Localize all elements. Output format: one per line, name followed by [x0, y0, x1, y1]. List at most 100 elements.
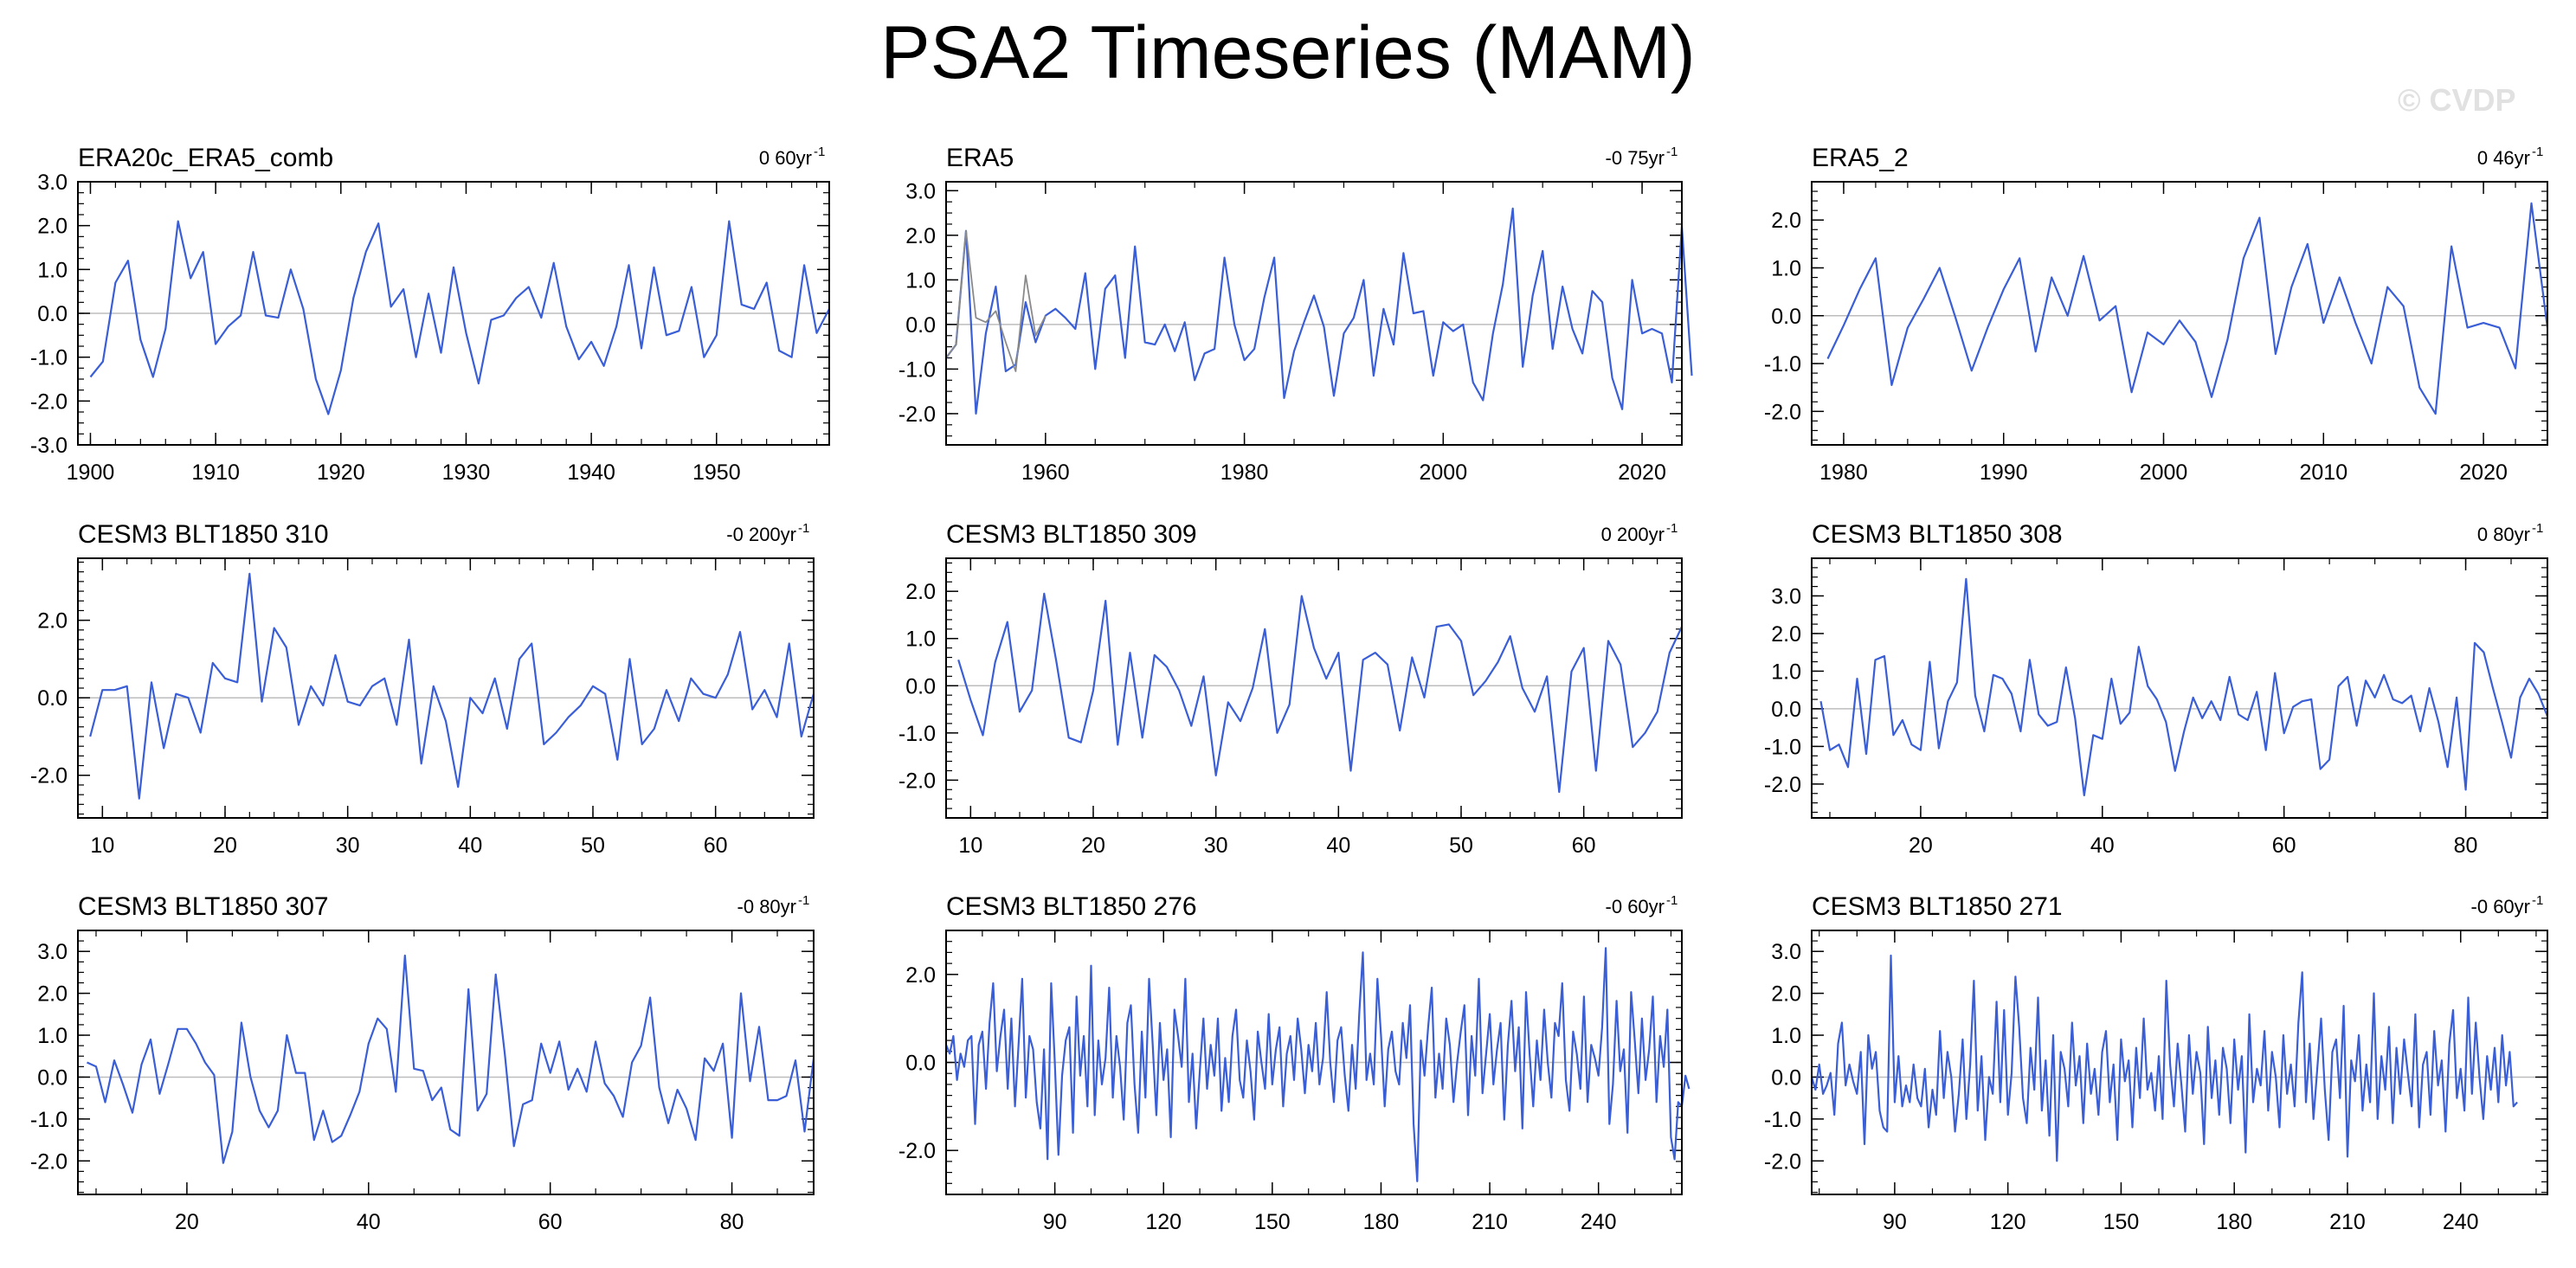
series-line	[945, 207, 1693, 415]
y-tick-label: 2.0	[905, 963, 936, 988]
panel-3: 1980 1990 2000 2010 2020 -2.0 -1.0 0.0 1.0 2.0 ERA…	[1764, 144, 2549, 485]
series-line	[87, 954, 815, 1164]
trend-label: 0 80yr	[2477, 524, 2530, 545]
x-tick-label: 50	[581, 834, 605, 858]
trend-label: -0 60yr	[2471, 896, 2530, 917]
x-tick-label: 2000	[2140, 460, 2188, 485]
x-tick-label: 10	[958, 834, 982, 858]
series-line	[89, 572, 815, 800]
trend-label: -0 200yr	[726, 524, 796, 545]
x-tick-label: 80	[2454, 834, 2478, 858]
y-tick-label: 2.0	[905, 224, 936, 248]
trend-unit-superscript: -1	[814, 145, 825, 159]
x-tick-label: 20	[175, 1210, 199, 1234]
panel-8: 90 120 150 180 210 240 -2.0 0.0 2.0 CESM3 BLT1850…	[898, 892, 1690, 1234]
series-line	[89, 220, 830, 415]
y-tick-label: -3.0	[30, 434, 68, 458]
x-tick-label: 240	[1581, 1210, 1617, 1234]
trend-label: -0 80yr	[737, 896, 796, 917]
panel-6: 20 40 60 80 -2.0 -1.0 0.0 1.0 2.0 3.0 CESM3 BLT185…	[1764, 520, 2549, 858]
y-tick-label: 3.0	[905, 179, 936, 203]
x-tick-label: 1980	[1819, 460, 1868, 485]
trend-label: -0 75yr	[1606, 147, 1665, 169]
y-tick-label: 0.0	[37, 302, 68, 326]
panel-title: ERA20c_ERA5_comb	[78, 144, 333, 172]
watermark: © CVDP	[2398, 82, 2516, 118]
y-tick-label: -2.0	[1764, 773, 1801, 797]
y-tick-label: -2.0	[30, 389, 68, 414]
x-tick-label: 2010	[2299, 460, 2347, 485]
plot-frame	[77, 557, 815, 819]
x-tick-label: 150	[1254, 1210, 1291, 1234]
trend-label: 0 46yr	[2477, 147, 2530, 169]
x-tick-label: 120	[1145, 1210, 1182, 1234]
trend-unit-superscript: -1	[798, 893, 809, 908]
x-tick-label: 180	[1363, 1210, 1400, 1234]
x-tick-label: 240	[2443, 1210, 2479, 1234]
y-tick-label: 0.0	[905, 674, 936, 698]
x-tick-label: 90	[1883, 1210, 1907, 1234]
x-tick-label: 20	[1909, 834, 1933, 858]
trend-unit-superscript: -1	[2532, 521, 2543, 536]
x-tick-label: 10	[90, 834, 114, 858]
y-tick-label: -1.0	[30, 1108, 68, 1132]
x-tick-label: 30	[336, 834, 360, 858]
x-tick-label: 180	[2216, 1210, 2252, 1234]
y-tick-label: -2.0	[30, 764, 68, 788]
plot-frame	[1811, 181, 2548, 446]
panel-title: CESM3 BLT1850 309	[946, 520, 1197, 549]
y-tick-label: 0.0	[1771, 698, 1801, 722]
x-tick-label: 80	[720, 1210, 744, 1234]
panel-title: ERA5	[946, 144, 1014, 172]
x-tick-label: 40	[2090, 834, 2115, 858]
trend-label: 0 60yr	[759, 147, 812, 169]
y-tick-label: -2.0	[30, 1149, 68, 1174]
y-tick-label: 1.0	[37, 258, 68, 282]
trend-unit-superscript: -1	[1666, 145, 1678, 159]
y-tick-label: 2.0	[1771, 622, 1801, 647]
overlay-series-line	[945, 229, 1046, 372]
trend-label: 0 200yr	[1601, 524, 1665, 545]
trend-unit-superscript: -1	[2532, 893, 2543, 908]
y-tick-label: 0.0	[905, 1052, 936, 1076]
main-title: PSA2 Timeseries (MAM)	[880, 11, 1696, 94]
y-tick-label: 2.0	[37, 982, 68, 1007]
y-tick-label: 3.0	[37, 171, 68, 195]
x-tick-label: 90	[1043, 1210, 1067, 1234]
y-tick-label: 0.0	[37, 686, 68, 711]
y-tick-label: 1.0	[1771, 256, 1801, 280]
trend-unit-superscript: -1	[1666, 521, 1678, 536]
series-line	[1826, 202, 2549, 415]
x-tick-label: 30	[1204, 834, 1228, 858]
trend-unit-superscript: -1	[1666, 893, 1678, 908]
y-tick-label: -1.0	[1764, 352, 1801, 377]
x-tick-label: 210	[2329, 1210, 2366, 1234]
x-tick-label: 1980	[1220, 460, 1269, 485]
x-tick-label: 20	[213, 834, 237, 858]
x-tick-label: 1960	[1021, 460, 1070, 485]
x-tick-label: 1990	[1980, 460, 2028, 485]
series-line	[944, 947, 1690, 1182]
y-tick-label: -1.0	[898, 722, 936, 746]
x-tick-label: 1940	[567, 460, 615, 485]
trend-unit-superscript: -1	[798, 521, 809, 536]
x-tick-label: 2000	[1420, 460, 1468, 485]
panel-5: 10 20 30 40 50 60 -2.0 -1.0 0.0 1.0 2.0 CESM3 BLT18…	[898, 520, 1683, 858]
y-tick-label: 0.0	[1771, 1065, 1801, 1090]
panel-9: 90 120 150 180 210 240 -2.0 -1.0 0.0 1.0 2.0 3.0 CES…	[1764, 892, 2548, 1234]
panel-2: 1960 1980 2000 2020 -2.0 -1.0 0.0 1.0 2.0 3.0 ERA5…	[898, 144, 1693, 485]
y-tick-label: 0.0	[37, 1065, 68, 1090]
x-tick-label: 1950	[692, 460, 741, 485]
x-tick-label: 60	[1572, 834, 1596, 858]
x-tick-label: 1910	[191, 460, 240, 485]
panel-title: ERA5_2	[1812, 144, 1909, 172]
trend-unit-superscript: -1	[2532, 145, 2543, 159]
panel-title: CESM3 BLT1850 271	[1812, 892, 2063, 921]
plot-frame	[1811, 557, 2548, 819]
panel-title: CESM3 BLT1850 276	[946, 892, 1197, 921]
series-line	[957, 592, 1683, 794]
x-tick-label: 50	[1449, 834, 1473, 858]
panel-4: 10 20 30 40 50 60 -2.0 0.0 2.0 CESM3 BLT1850 310 -…	[30, 520, 815, 858]
panel-title: CESM3 BLT1850 308	[1812, 520, 2063, 549]
